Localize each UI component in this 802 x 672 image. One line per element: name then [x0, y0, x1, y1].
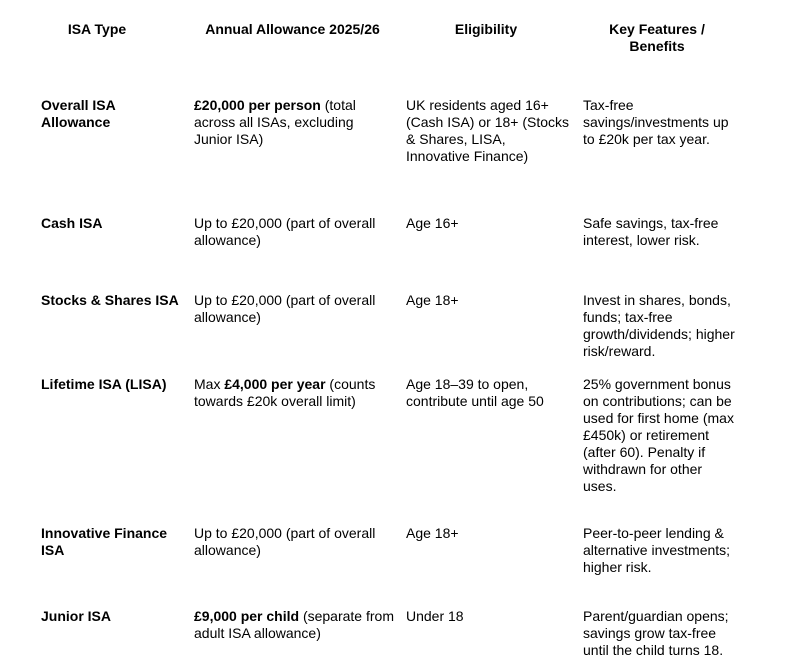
eligibility-cell: Age 16+: [406, 215, 459, 231]
features-cell: Parent/guardian opens; savings grow tax-…: [583, 608, 729, 658]
eligibility-cell: Age 18+: [406, 525, 459, 541]
features-cell: Peer-to-peer lending & alternative inves…: [583, 525, 731, 575]
features-cell: Invest in shares, bonds, funds; tax-free…: [583, 292, 735, 359]
allowance-note: (counts towards £20k overall limit): [194, 376, 376, 409]
isa-type-cell: Overall ISA Allowance: [41, 97, 116, 130]
allowance-note: (total across all ISAs, excluding Junior…: [194, 97, 356, 147]
allowance-text: Max: [194, 376, 225, 392]
allowance-amount: £4,000 per year: [224, 376, 326, 392]
allowance-cell: Up to £20,000 (part of overall allowance…: [194, 292, 394, 326]
eligibility-cell: Under 18: [406, 608, 464, 624]
header-annual-allowance: Annual Allowance 2025/26: [205, 21, 380, 37]
features-cell: 25% government bonus on contributions; c…: [583, 376, 734, 494]
features-cell: Safe savings, tax-free interest, lower r…: [583, 215, 719, 248]
eligibility-cell: Age 18–39 to open, contribute until age …: [406, 376, 544, 409]
allowance-text: Up to £20,000 (part of overall allowance…: [194, 525, 376, 558]
allowance-text: Up to £20,000 (part of overall allowance…: [194, 215, 376, 248]
allowance-text: Up to £20,000 (part of overall allowance…: [194, 292, 376, 325]
allowance-cell: Up to £20,000 (part of overall allowance…: [194, 525, 394, 559]
eligibility-cell: Age 18+: [406, 292, 459, 308]
allowance-cell: £20,000 per person (total across all ISA…: [194, 97, 394, 148]
isa-type-cell: Junior ISA: [41, 608, 112, 624]
header-isa-type: ISA Type: [67, 21, 127, 37]
features-cell: Tax-free savings/investments up to £20k …: [583, 97, 729, 147]
header-eligibility: Eligibility: [454, 21, 518, 37]
allowance-cell: Up to £20,000 (part of overall allowance…: [194, 215, 394, 249]
allowance-note: (separate from adult ISA allowance): [194, 608, 394, 641]
allowance-amount: £20,000 per person: [194, 97, 321, 113]
isa-type-cell: Innovative Finance ISA: [41, 525, 168, 558]
isa-type-cell: Lifetime ISA (LISA): [41, 376, 167, 392]
isa-type-cell: Cash ISA: [41, 215, 103, 231]
allowance-cell: Max £4,000 per year (counts towards £20k…: [194, 376, 394, 410]
allowance-cell: £9,000 per child (separate from adult IS…: [194, 608, 394, 642]
header-key-features: Key Features / Benefits: [609, 21, 705, 54]
isa-type-cell: Stocks & Shares ISA: [41, 292, 179, 308]
eligibility-cell: UK residents aged 16+ (Cash ISA) or 18+ …: [406, 97, 570, 164]
allowance-amount: £9,000 per child: [194, 608, 300, 624]
